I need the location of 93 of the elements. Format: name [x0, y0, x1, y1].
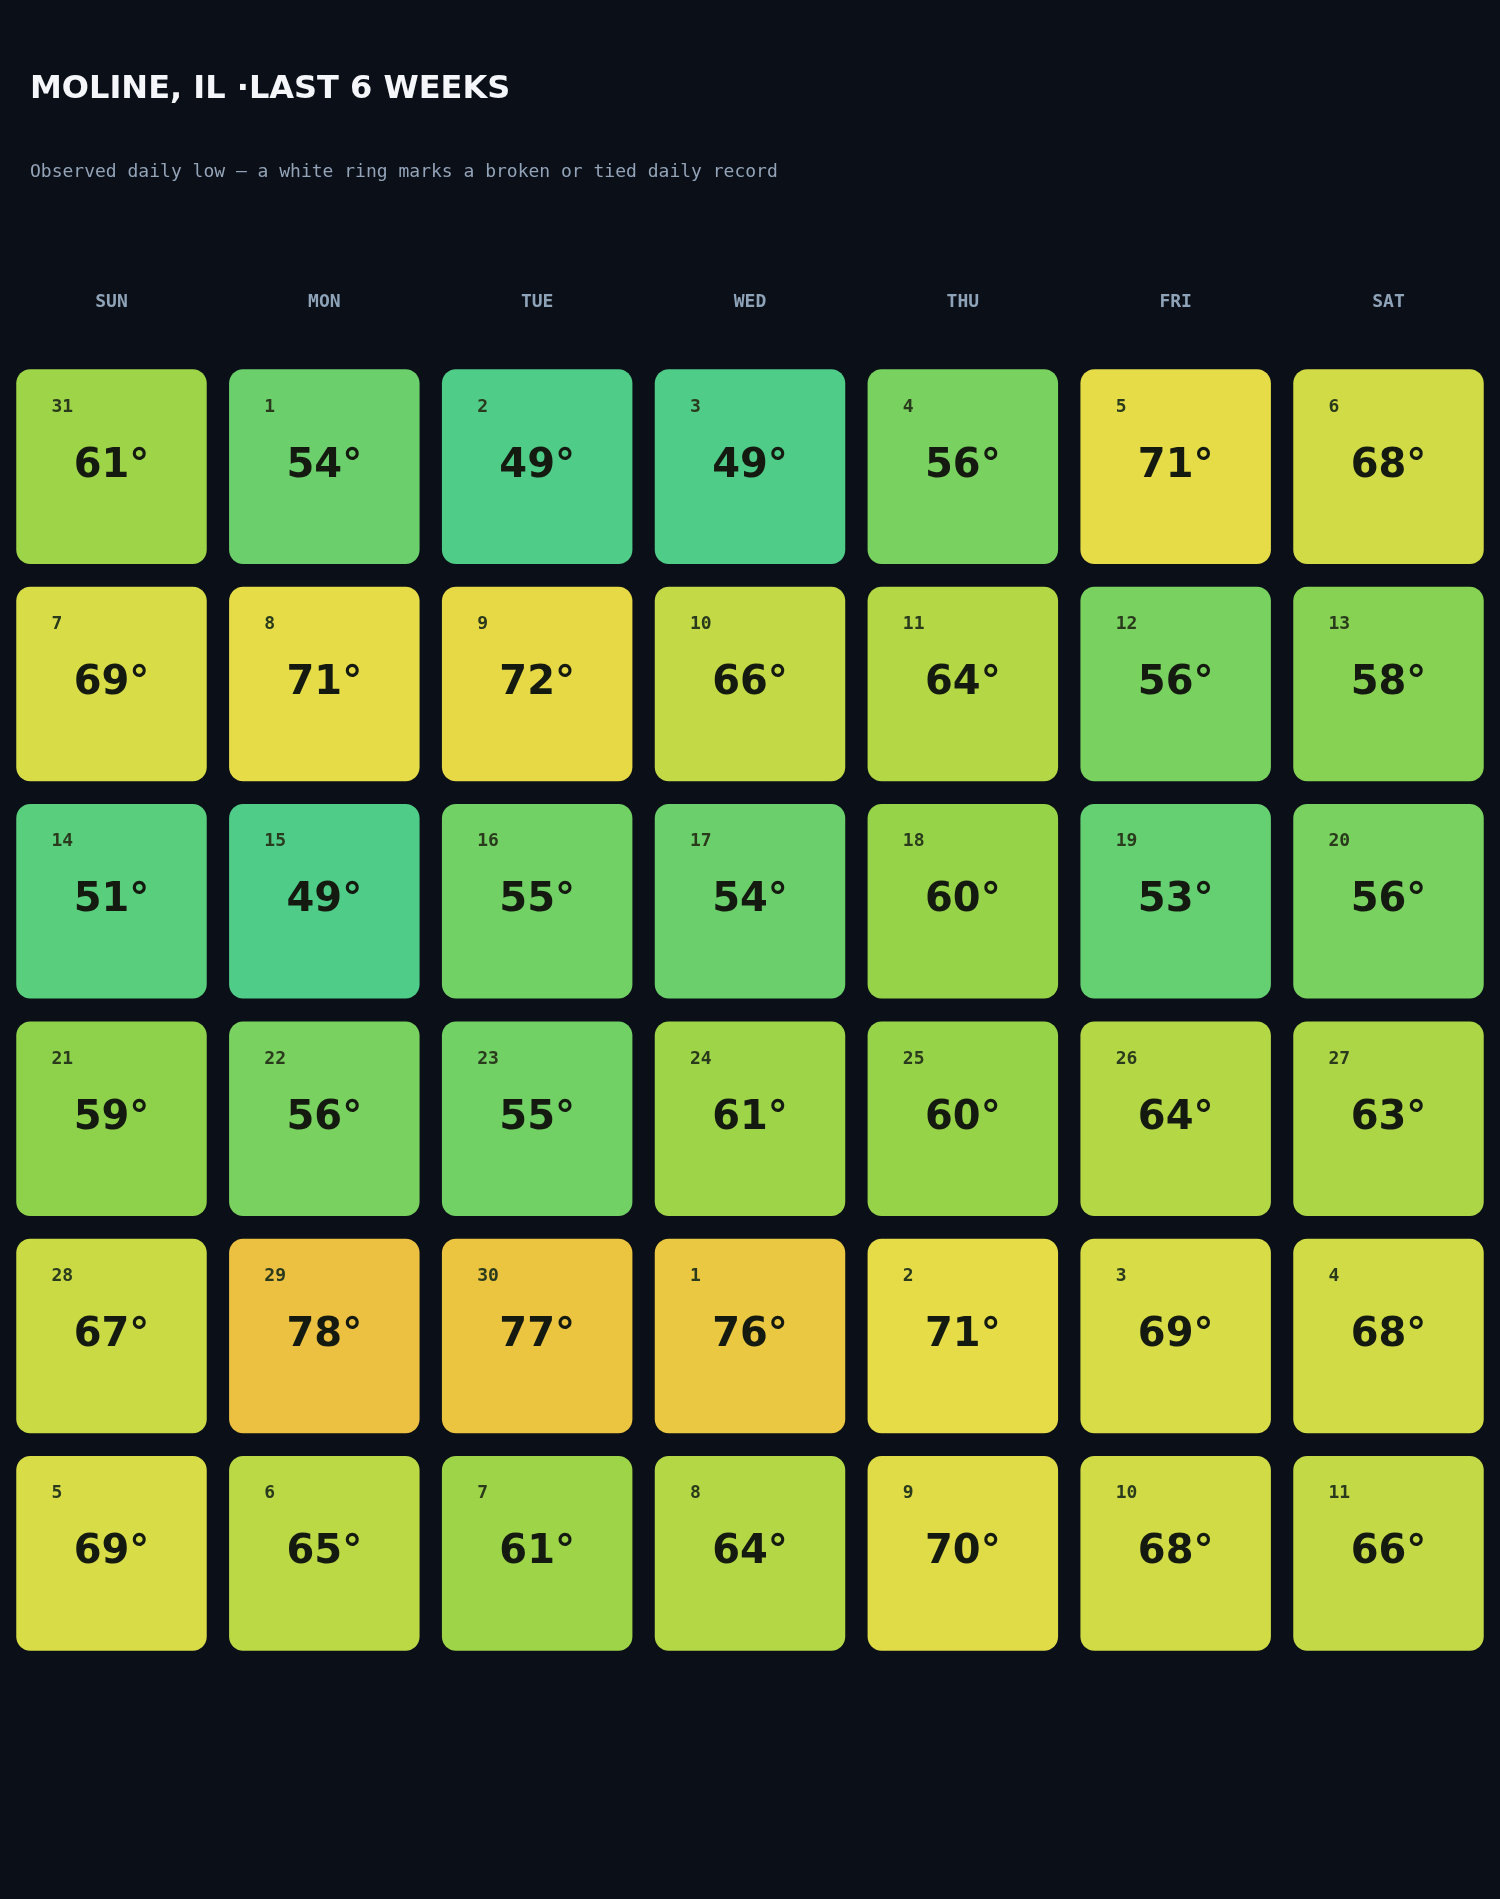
annotation: 9 [477, 611, 489, 633]
data-label: 69° [73, 656, 150, 703]
data-label: 67° [73, 1309, 150, 1356]
annotation: 24 [690, 1046, 712, 1068]
data-label: 54° [286, 439, 363, 486]
data-label: 64° [1137, 1091, 1214, 1138]
data-label: 51° [73, 874, 150, 921]
annotation: 18 [902, 829, 925, 851]
data-label: 72° [499, 656, 575, 703]
data-label: 76° [712, 1309, 788, 1356]
data-label: 69° [1137, 1309, 1214, 1356]
data-label: 71° [1137, 439, 1214, 486]
data-label: 65° [286, 1526, 363, 1573]
annotation: 4 [902, 394, 914, 416]
data-label: 66° [1350, 1526, 1427, 1573]
x-tick-label: WED [733, 289, 767, 311]
data-label: 64° [712, 1526, 788, 1573]
annotation: 14 [51, 829, 74, 851]
annotation: 25 [902, 1046, 925, 1068]
data-label: 58° [1350, 656, 1427, 703]
annotation: 1 [690, 1264, 701, 1286]
data-label: 77° [499, 1309, 575, 1356]
x-tick-label: FRI [1159, 289, 1192, 311]
data-label: 55° [499, 1091, 575, 1138]
annotation: 3 [690, 394, 701, 416]
annotation: 28 [51, 1264, 74, 1286]
data-label: 71° [286, 656, 363, 703]
x-tick-label: TUE [520, 289, 554, 311]
annotation: 26 [1115, 1046, 1138, 1068]
annotation: 8 [264, 611, 276, 633]
annotation: 15 [264, 829, 287, 851]
annotation: 5 [51, 1481, 63, 1503]
data-label: 61° [712, 1091, 788, 1138]
data-label: 56° [1137, 656, 1214, 703]
x-tick-label: MON [308, 289, 341, 311]
data-label: 68° [1137, 1526, 1214, 1573]
annotation: 16 [477, 829, 499, 851]
data-label: 56° [925, 439, 1001, 486]
annotation: 23 [477, 1046, 499, 1068]
data-label: 56° [286, 1091, 363, 1138]
annotation: 13 [1328, 611, 1351, 633]
annotation: 5 [1115, 394, 1127, 416]
annotation: 20 [1328, 829, 1351, 851]
chart-subtitle: Observed daily low — a white ring marks a broken or tied daily record [30, 160, 778, 181]
data-label: 59° [73, 1091, 150, 1138]
data-label: 69° [73, 1526, 150, 1573]
annotation: 4 [1328, 1264, 1340, 1286]
data-label: 78° [286, 1309, 363, 1356]
annotation: 19 [1115, 829, 1138, 851]
data-label: 49° [712, 439, 788, 486]
annotation: 11 [902, 611, 925, 633]
data-label: 61° [499, 1526, 575, 1573]
annotation: 31 [51, 394, 74, 416]
annotation: 11 [1328, 1481, 1351, 1503]
data-label: 63° [1350, 1091, 1427, 1138]
data-label: 60° [925, 874, 1001, 921]
data-label: 68° [1350, 1309, 1427, 1356]
data-label: 71° [925, 1309, 1001, 1356]
annotation: 7 [51, 611, 63, 633]
annotation: 30 [477, 1264, 499, 1286]
data-label: 49° [499, 439, 575, 486]
annotation: 17 [690, 829, 712, 851]
annotation: 9 [902, 1481, 914, 1503]
data-label: 49° [286, 874, 363, 921]
chart-title: MOLINE, IL ·LAST 6 WEEKS [30, 68, 511, 106]
annotation: 29 [264, 1264, 287, 1286]
annotation: 21 [51, 1046, 74, 1068]
data-label: 70° [925, 1526, 1001, 1573]
data-label: 53° [1137, 874, 1214, 921]
x-tick-label: THU [946, 289, 980, 311]
annotation: 12 [1115, 611, 1138, 633]
data-label: 55° [499, 874, 575, 921]
annotation: 22 [264, 1046, 287, 1068]
annotation: 3 [1115, 1264, 1127, 1286]
data-label: 68° [1350, 439, 1427, 486]
annotation: 1 [264, 394, 276, 416]
annotation: 10 [690, 611, 712, 633]
x-tick-label: SAT [1372, 289, 1405, 311]
data-label: 56° [1350, 874, 1427, 921]
data-label: 61° [73, 439, 150, 486]
annotation: 7 [477, 1481, 489, 1503]
annotation: 8 [690, 1481, 701, 1503]
annotation: 10 [1115, 1481, 1138, 1503]
data-label: 64° [925, 656, 1001, 703]
data-label: 60° [925, 1091, 1001, 1138]
data-label: 54° [712, 874, 788, 921]
x-tick-label: SUN [95, 289, 128, 311]
annotation: 6 [1328, 394, 1340, 416]
annotation: 2 [902, 1264, 914, 1286]
annotation: 27 [1328, 1046, 1351, 1068]
data-label: 66° [712, 656, 788, 703]
annotation: 6 [264, 1481, 276, 1503]
annotation: 2 [477, 394, 489, 416]
